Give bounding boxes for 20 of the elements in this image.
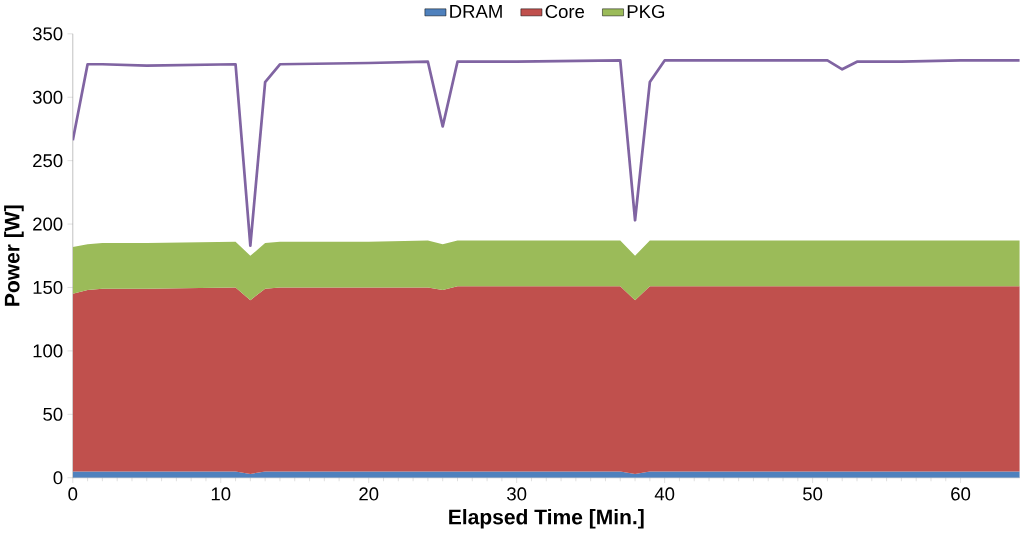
- y-tick-label: 150: [33, 281, 63, 295]
- x-tick-label: 30: [507, 487, 527, 501]
- x-tick-label: 50: [803, 487, 823, 501]
- x-axis-title: Elapsed Time [Min.]: [449, 509, 644, 529]
- y-tick-label: 0: [53, 471, 63, 485]
- y-tick-label: 350: [32, 27, 63, 41]
- x-tick-label: 40: [654, 487, 675, 501]
- y-tick-label: 50: [43, 407, 63, 422]
- legend-label: DRAM: [450, 5, 502, 18]
- y-tick-label: 300: [32, 90, 63, 104]
- y-axis-title: Power [W]: [4, 205, 24, 306]
- x-tick-label: 0: [68, 487, 78, 501]
- legend-label: PKG: [627, 5, 665, 19]
- x-tick-label: 20: [359, 487, 379, 501]
- y-tick-label: 200: [33, 217, 63, 231]
- x-tick-label: 60: [951, 487, 971, 501]
- y-tick-label: 250: [33, 154, 63, 168]
- y-tick-label: 100: [33, 344, 63, 358]
- x-tick-label: 10: [211, 487, 231, 501]
- legend-label: Core: [545, 5, 585, 19]
